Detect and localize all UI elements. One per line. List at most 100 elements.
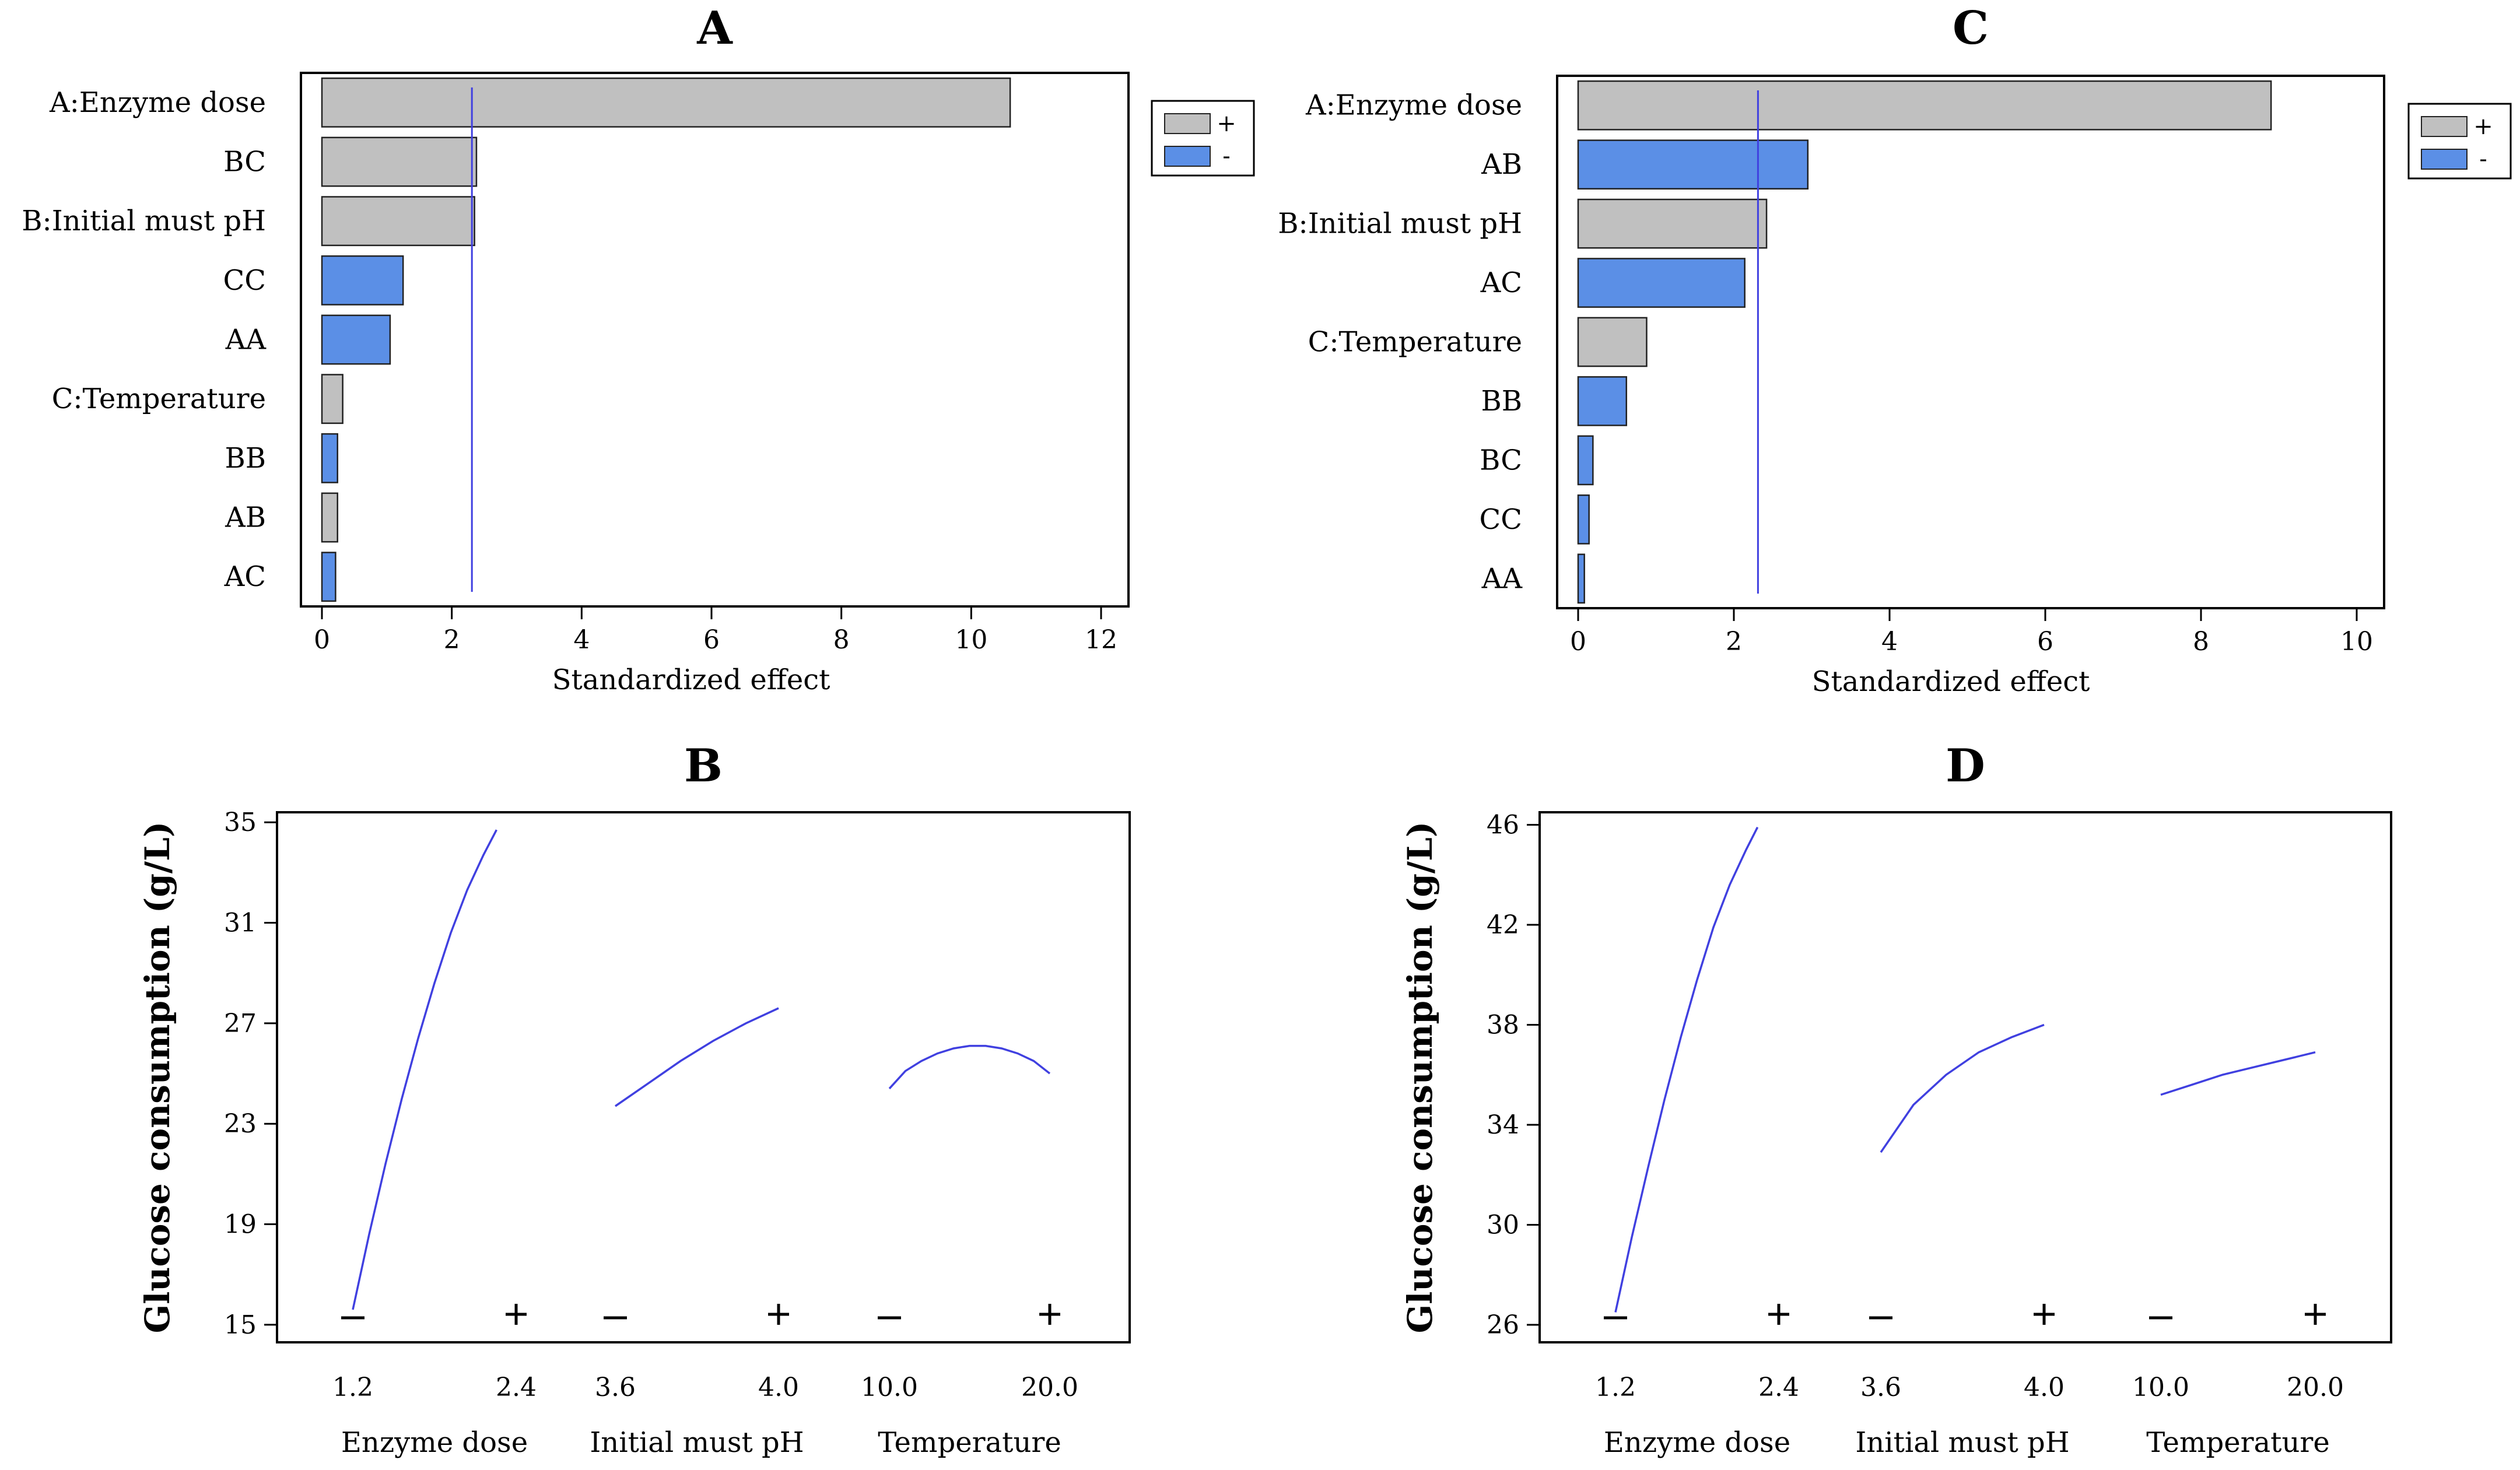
- main-effect-line: [1880, 1023, 2045, 1153]
- bar-ab: [321, 492, 338, 543]
- category-label: CC: [1480, 503, 1522, 536]
- legend-swatch: [2421, 149, 2468, 170]
- legend: +-: [2407, 103, 2512, 180]
- panel-title: A: [696, 2, 733, 55]
- factor-name: Initial must pH: [1855, 1426, 2069, 1459]
- category-label: B:Initial must pH: [1278, 208, 1522, 240]
- x-tick-label: 2: [1726, 627, 1742, 657]
- y-axis-title: Glucose consumption (g/L): [138, 822, 177, 1334]
- x-tick-label: 0: [1570, 627, 1586, 657]
- category-label: AB: [1481, 148, 1522, 181]
- panel-d: D 26 30 34 38 42 46 Glucose consumption (g/L) 1.…: [1400, 739, 2392, 1459]
- factor-high-label: 2.4: [496, 1373, 537, 1402]
- factor-low-label: 10.0: [2132, 1373, 2189, 1402]
- panel-a: A A:Enzyme dose BC B:Initial must pH CC AA C:T…: [22, 2, 1255, 696]
- y-axis-title: Glucose consumption (g/L): [1400, 822, 1440, 1334]
- factor-name: Enzyme dose: [341, 1426, 528, 1459]
- bar-b-initial-must-ph: [321, 196, 475, 247]
- y-tick-label: 38: [1487, 1010, 1519, 1040]
- factor-low-label: 10.0: [861, 1373, 918, 1402]
- bar-ac: [321, 552, 337, 602]
- category-label: CC: [223, 264, 266, 297]
- factor-high-label: 20.0: [2287, 1373, 2344, 1402]
- panel-b: B 15 19 23 27 31 35 Glucose consumption (g/L) 1.…: [138, 739, 1131, 1459]
- panel-title: D: [1946, 739, 1985, 792]
- category-label: AC: [1480, 266, 1522, 299]
- category-label: BC: [223, 146, 266, 178]
- x-tick-label: 4: [1881, 627, 1898, 657]
- category-label: BB: [1481, 385, 1522, 418]
- panel-title: C: [1953, 2, 1989, 55]
- factor-name: Enzyme dose: [1604, 1426, 1790, 1459]
- legend-label: -: [2479, 146, 2487, 173]
- legend-label: -: [1222, 143, 1231, 170]
- legend-swatch: [2421, 116, 2468, 137]
- y-tick-label: 46: [1487, 810, 1519, 840]
- factor-low-label: 1.2: [332, 1373, 373, 1402]
- y-tick-label: 31: [224, 908, 257, 938]
- y-tick-label: 26: [1487, 1310, 1519, 1340]
- plot-frame: [276, 811, 1131, 1343]
- y-tick-label: 15: [224, 1310, 257, 1340]
- y-tick-label: 27: [224, 1009, 257, 1039]
- panel-c: C A:Enzyme dose AB B:Initial must pH AC C:Tem…: [1278, 2, 2512, 698]
- factor-name: Temperature: [878, 1426, 1061, 1459]
- legend-label: +: [2473, 113, 2493, 140]
- bar-c-temperature: [1577, 317, 1648, 367]
- main-effect-line: [888, 1044, 1051, 1090]
- y-tick-label: 42: [1487, 910, 1519, 940]
- bar-c-temperature: [321, 374, 344, 424]
- category-label: AA: [1481, 562, 1523, 595]
- main-effect-line: [352, 829, 497, 1310]
- category-label: AA: [225, 324, 267, 356]
- x-tick-label: 8: [2193, 627, 2209, 657]
- main-effect-line: [2160, 1051, 2316, 1096]
- plot-frame: [1538, 811, 2392, 1343]
- x-axis-title: Standardized effect: [552, 664, 830, 696]
- factor-low-label: 1.2: [1595, 1373, 1636, 1402]
- y-tick-label: 30: [1487, 1210, 1519, 1240]
- factor-high-label: 4.0: [2024, 1373, 2065, 1402]
- factor-high-label: 20.0: [1021, 1373, 1078, 1402]
- category-label: A:Enzyme dose: [1305, 89, 1522, 122]
- x-tick-label: 6: [703, 625, 720, 655]
- x-tick-label: 2: [444, 625, 460, 655]
- x-tick-label: 4: [573, 625, 590, 655]
- bar-a-enzyme-dose: [321, 77, 1011, 128]
- bar-b-initial-must-ph: [1577, 198, 1768, 249]
- x-tick-label: 8: [833, 625, 850, 655]
- x-axis-title: Standardized effect: [1812, 665, 2090, 698]
- legend-swatch: [1164, 113, 1211, 134]
- category-label: AC: [224, 560, 266, 593]
- category-label: AB: [225, 501, 266, 534]
- category-label: B:Initial must pH: [22, 205, 266, 237]
- x-tick-label: 10: [955, 625, 987, 655]
- x-tick-label: 10: [2340, 627, 2373, 657]
- bar-ac: [1577, 258, 1746, 308]
- bar-cc: [1577, 494, 1590, 545]
- factor-name: Initial must pH: [590, 1426, 804, 1459]
- y-tick-label: 34: [1487, 1110, 1519, 1140]
- bar-ab: [1577, 139, 1809, 190]
- plot-frame: [1556, 75, 2385, 609]
- factor-high-label: 2.4: [1758, 1373, 1799, 1402]
- y-tick-label: 23: [224, 1109, 257, 1139]
- factor-low-label: 3.6: [1860, 1373, 1901, 1402]
- category-label: A:Enzyme dose: [49, 86, 266, 119]
- category-label: C:Temperature: [1308, 326, 1522, 359]
- category-label: BC: [1480, 444, 1522, 476]
- factor-low-label: 3.6: [595, 1373, 636, 1402]
- bar-bc: [321, 136, 478, 187]
- x-tick-label: 0: [314, 625, 330, 655]
- y-tick-label: 19: [224, 1210, 257, 1240]
- panel-title: B: [684, 739, 723, 792]
- category-label: BB: [225, 442, 266, 475]
- bar-bc: [1577, 435, 1594, 486]
- legend: +-: [1151, 100, 1255, 177]
- bar-cc: [321, 255, 404, 306]
- plot-frame: [300, 72, 1130, 608]
- main-effect-line: [615, 1007, 779, 1107]
- factor-high-label: 4.0: [758, 1373, 799, 1402]
- bar-bb: [1577, 376, 1628, 426]
